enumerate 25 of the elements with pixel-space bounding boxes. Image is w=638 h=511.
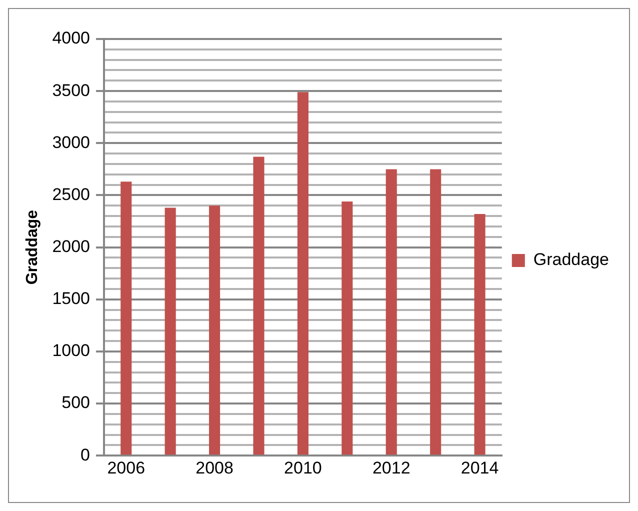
y-tick-label: 1500 bbox=[52, 289, 90, 308]
x-tick-label: 2012 bbox=[372, 458, 410, 478]
x-tick-label: 2010 bbox=[284, 458, 322, 478]
x-tick-label: 2014 bbox=[460, 458, 499, 478]
y-tick-label: 0 bbox=[80, 445, 90, 464]
y-tick-label: 1000 bbox=[52, 341, 90, 360]
bar bbox=[120, 182, 132, 455]
x-tick-label: 2008 bbox=[196, 458, 234, 478]
bar bbox=[386, 169, 397, 455]
x-tick-label: 2006 bbox=[107, 458, 146, 478]
y-tick-label: 2000 bbox=[52, 236, 90, 256]
bar bbox=[474, 214, 486, 455]
y-tick-label: 4000 bbox=[52, 28, 90, 48]
y-tick-label: 500 bbox=[62, 393, 90, 412]
bar bbox=[209, 206, 220, 455]
bar bbox=[164, 208, 176, 455]
bar bbox=[430, 169, 442, 455]
bar bbox=[297, 92, 308, 455]
y-tick-label: 3500 bbox=[52, 80, 90, 100]
y-tick-label: 2500 bbox=[52, 184, 90, 204]
bar bbox=[342, 201, 353, 455]
y-axis-title: Graddage bbox=[24, 210, 42, 285]
legend-label: Graddage bbox=[533, 250, 610, 270]
y-tick-label: 3000 bbox=[52, 132, 90, 152]
bar bbox=[253, 156, 264, 455]
